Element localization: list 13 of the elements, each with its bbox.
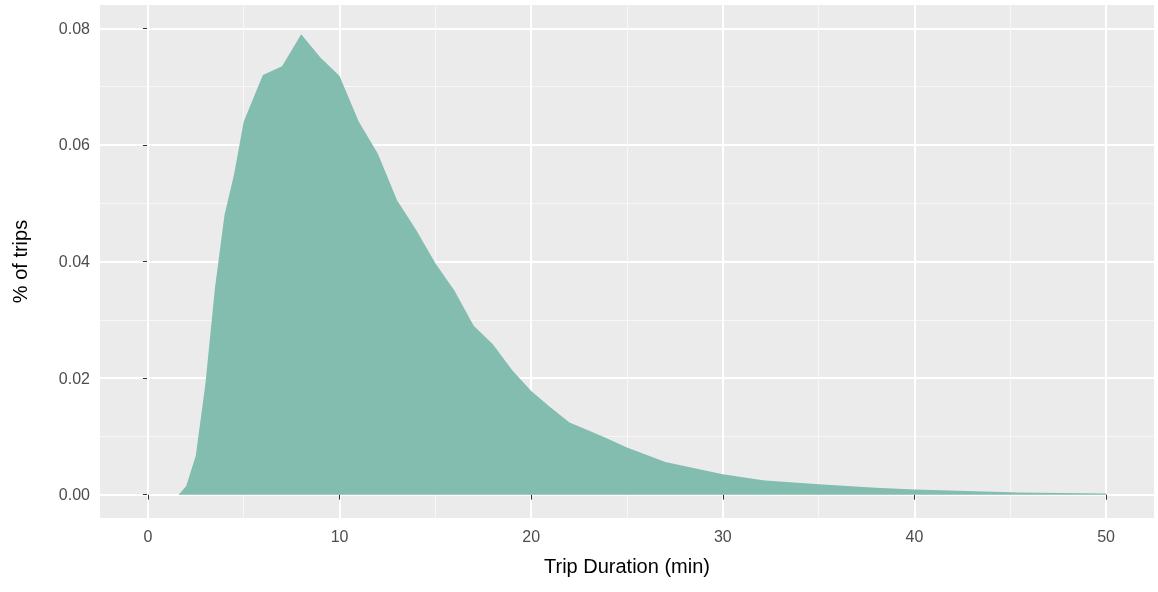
x-tick-label: 30 xyxy=(713,527,732,545)
y-tick-label: 0.02 xyxy=(58,369,91,387)
x-tick-label: 0 xyxy=(143,527,153,545)
y-tick-label: 0.00 xyxy=(58,486,91,504)
y-axis-title: % of trips xyxy=(9,219,31,304)
y-tick-label: 0.06 xyxy=(58,136,91,154)
x-tick-label: 10 xyxy=(330,527,349,545)
y-tick-label: 0.08 xyxy=(58,19,91,37)
x-tick-label: 50 xyxy=(1097,527,1116,545)
y-tick-label: 0.04 xyxy=(58,253,91,270)
x-tick-label: 40 xyxy=(905,527,924,545)
x-axis-title: Trip Duration (min) xyxy=(544,555,710,577)
x-tick-label: 20 xyxy=(522,527,541,545)
